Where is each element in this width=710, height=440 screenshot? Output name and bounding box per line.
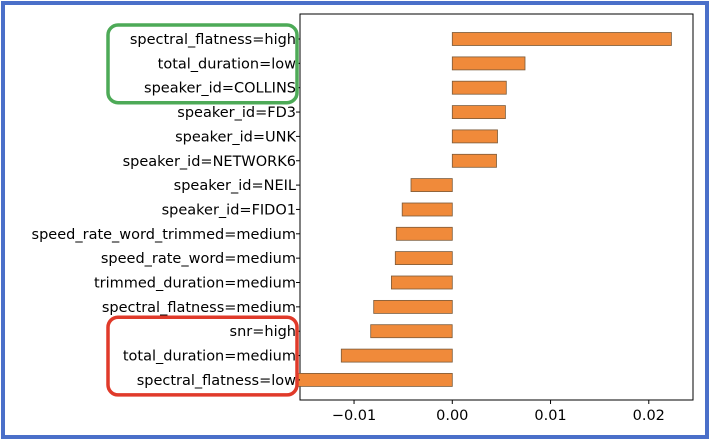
bar-spectral-flatness-high	[451, 32, 672, 46]
bar-speaker-id-collins	[451, 80, 507, 95]
bar-total-duration-low	[451, 56, 526, 71]
bar-total-duration-medium	[340, 348, 453, 363]
category-label: spectral_flatness=low	[137, 373, 296, 389]
bar-spectral-flatness-low	[296, 372, 453, 387]
bars-layer	[296, 32, 672, 387]
category-label: trimmed_duration=medium	[94, 276, 296, 292]
bar-speaker-id-neil	[410, 178, 453, 193]
category-label: total_duration=low	[158, 56, 296, 72]
green-highlight-box	[106, 23, 299, 105]
highlight-boxes	[106, 23, 299, 397]
category-label: speaker_id=UNK	[175, 129, 296, 145]
category-label: speed_rate_word_trimmed=medium	[32, 227, 296, 243]
red-highlight-box	[106, 315, 299, 397]
category-label: snr=high	[230, 324, 296, 340]
category-label: speed_rate_word=medium	[101, 251, 296, 267]
bar-speaker-id-unk	[451, 129, 498, 144]
x-axis-ticks: −0.01 0.00 0.01 0.02	[332, 400, 665, 424]
plot-area	[299, 13, 694, 401]
category-labels: spectral_flatness=high total_duration=low…	[32, 32, 300, 389]
bar-speaker-id-fido1	[401, 202, 453, 217]
x-tick-label: 0.01	[534, 408, 566, 424]
category-label: speaker_id=NETWORK6	[123, 154, 296, 170]
bar-speed-rate-word-trimmed-medium	[395, 226, 453, 241]
x-tick-label: 0.02	[633, 408, 665, 424]
bar-trimmed-duration-medium	[390, 275, 453, 290]
x-tick-label: −0.01	[332, 408, 376, 424]
category-label: speaker_id=COLLINS	[144, 81, 296, 97]
bar-speed-rate-word-medium	[394, 251, 453, 266]
x-tick-label: 0.00	[436, 408, 468, 424]
category-label: spectral_flatness=medium	[102, 300, 296, 316]
bar-speaker-id-network6	[451, 153, 497, 168]
bar-speaker-id-fd3	[451, 105, 506, 119]
bar-spectral-flatness-medium	[373, 299, 453, 314]
category-label: speaker_id=NEIL	[174, 178, 296, 194]
category-label: total_duration=medium	[123, 349, 296, 365]
category-label: spectral_flatness=high	[130, 32, 296, 48]
category-label: speaker_id=FD3	[177, 105, 296, 121]
bar-snr-high	[370, 324, 453, 339]
category-label: speaker_id=FIDO1	[162, 202, 296, 218]
